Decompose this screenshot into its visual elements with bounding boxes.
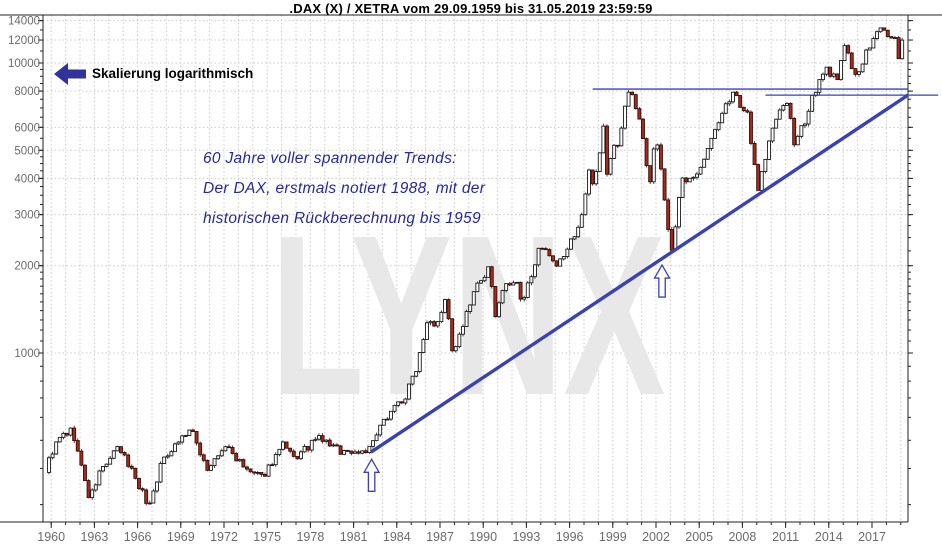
left-arrow-icon xyxy=(54,63,86,85)
trendline xyxy=(369,93,909,454)
svg-text:2005: 2005 xyxy=(685,530,713,544)
svg-text:1963: 1963 xyxy=(80,530,108,544)
x-axis-labels: 1960 1963 1966 1969 1972 1975 1978 1981 1984 1987… xyxy=(37,530,886,544)
scaling-label: Skalierung logarithmisch xyxy=(92,66,254,81)
svg-text:1999: 1999 xyxy=(599,530,627,544)
svg-text:2014: 2014 xyxy=(815,530,843,544)
up-arrow-2 xyxy=(653,263,671,298)
svg-text:1984: 1984 xyxy=(383,530,411,544)
svg-text:6000: 6000 xyxy=(14,122,40,134)
svg-text:1960: 1960 xyxy=(37,530,65,544)
chart-title: .DAX (X) / XETRA vom 29.09.1959 bis 31.0… xyxy=(289,1,653,16)
annotation-note: 60 Jahre voller spannender Trends: Der D… xyxy=(203,144,485,234)
svg-text:1000: 1000 xyxy=(14,348,40,360)
svg-text:3000: 3000 xyxy=(14,210,40,222)
svg-text:2002: 2002 xyxy=(642,530,670,544)
note-line-2: Der DAX, erstmals notiert 1988, mit der xyxy=(203,180,486,197)
svg-text:4000: 4000 xyxy=(14,173,40,185)
axes xyxy=(0,14,942,528)
svg-text:1990: 1990 xyxy=(469,530,497,544)
svg-text:1993: 1993 xyxy=(512,530,540,544)
note-line-1: 60 Jahre voller spannender Trends: xyxy=(203,150,457,167)
svg-text:1975: 1975 xyxy=(253,530,281,544)
svg-text:1996: 1996 xyxy=(556,530,584,544)
svg-text:2000: 2000 xyxy=(14,261,40,273)
svg-text:1972: 1972 xyxy=(210,530,238,544)
svg-text:1969: 1969 xyxy=(167,530,195,544)
svg-text:2017: 2017 xyxy=(858,530,886,544)
svg-text:1981: 1981 xyxy=(340,530,368,544)
y-axis-labels: 1000 2000 3000 4000 5000 6000 8000 10000 12000 14… xyxy=(8,16,40,360)
up-arrow-1 xyxy=(362,457,381,492)
svg-text:1978: 1978 xyxy=(296,530,324,544)
svg-text:14000: 14000 xyxy=(8,16,40,28)
svg-text:12000: 12000 xyxy=(8,35,40,47)
svg-text:5000: 5000 xyxy=(14,145,40,157)
trend-annotations xyxy=(362,88,939,492)
svg-text:1987: 1987 xyxy=(426,530,454,544)
note-line-3: historischen Rückberechnung bis 1959 xyxy=(203,210,481,227)
svg-text:8000: 8000 xyxy=(14,86,40,98)
svg-text:10000: 10000 xyxy=(8,58,40,70)
svg-text:1966: 1966 xyxy=(124,530,152,544)
svg-text:2011: 2011 xyxy=(772,530,799,544)
candles xyxy=(47,27,905,506)
svg-text:2008: 2008 xyxy=(728,530,756,544)
gridlines xyxy=(43,15,908,522)
